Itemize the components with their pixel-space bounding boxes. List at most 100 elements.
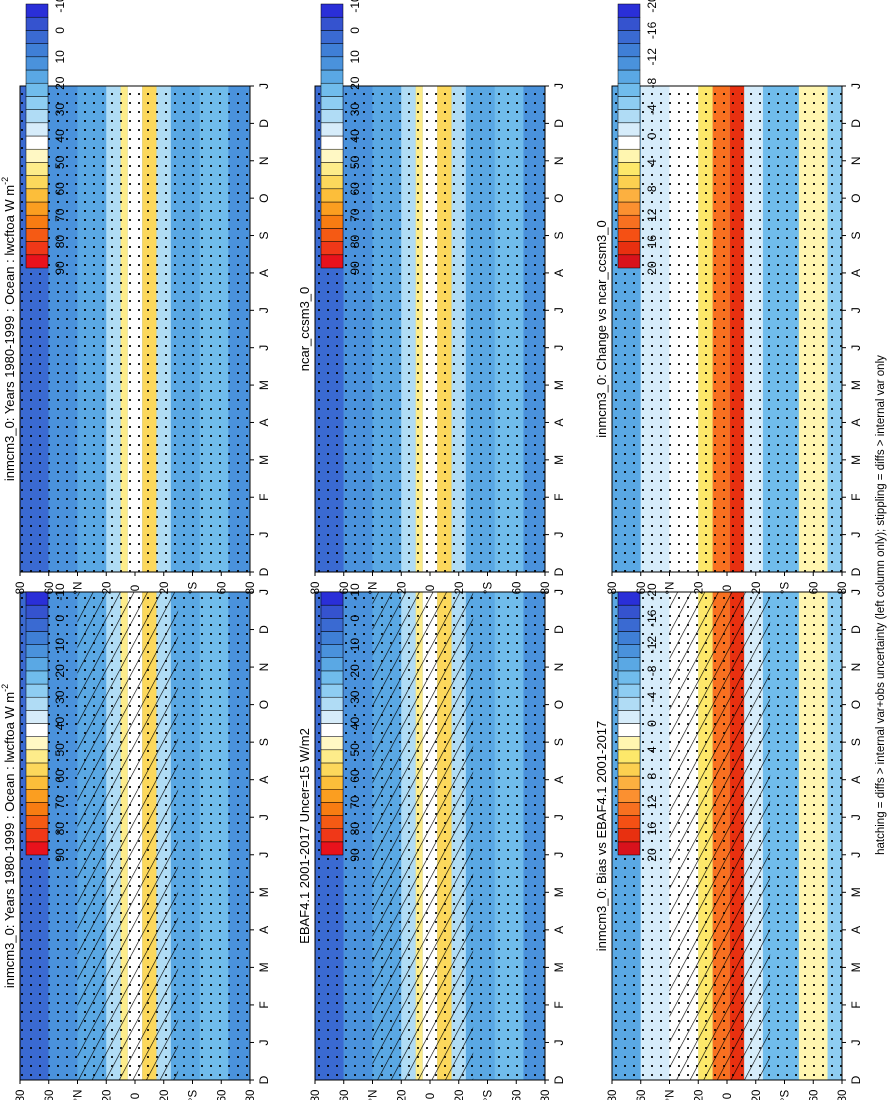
colorbar-swatch xyxy=(320,749,344,764)
colorbar-swatch xyxy=(320,175,344,190)
month-label: D xyxy=(257,625,271,634)
colorbar-swatch xyxy=(25,670,49,685)
colorbar-swatch xyxy=(320,631,344,645)
colorbar-swatch xyxy=(617,228,641,242)
month-label: M xyxy=(257,962,271,972)
colorbar-swatch xyxy=(320,30,344,44)
month-label: O xyxy=(849,193,863,202)
colorbar-label: 20 xyxy=(53,76,67,90)
colorbar-label: 16 xyxy=(645,822,659,836)
colorbar-swatch xyxy=(25,3,49,18)
stippling xyxy=(20,86,250,572)
colorbar-swatch xyxy=(617,710,641,724)
stippling xyxy=(315,86,545,572)
lat-label: 0 xyxy=(722,1093,734,1099)
colorbar-swatch xyxy=(617,201,641,216)
month-label: J xyxy=(849,83,863,89)
colorbar-swatch xyxy=(617,148,641,163)
lat-label: 20 xyxy=(454,582,466,595)
colorbar-label: 40 xyxy=(348,717,362,731)
month-label: D xyxy=(849,625,863,634)
panel-title: ncar_ccsm3_0 xyxy=(297,287,312,372)
lat-label: 20 xyxy=(396,582,408,595)
colorbar-swatch xyxy=(320,618,344,632)
colorbar-label: 10 xyxy=(53,50,67,64)
month-label: J xyxy=(849,589,863,595)
colorbar-swatch xyxy=(320,789,344,803)
colorbar-swatch xyxy=(320,188,344,203)
colorbar-swatch xyxy=(25,657,49,672)
colorbar-swatch xyxy=(320,3,344,18)
month-label: J xyxy=(849,814,863,820)
colorbar-swatch xyxy=(25,109,49,124)
month-label: J xyxy=(552,589,566,595)
colorbar-label: 50 xyxy=(53,743,67,757)
lat-label: 80 xyxy=(245,582,257,595)
month-label: J xyxy=(849,852,863,858)
colorbar-swatch xyxy=(320,723,344,737)
colorbar-label: -12 xyxy=(645,636,659,654)
month-label: A xyxy=(849,269,863,277)
month-label: J xyxy=(552,852,566,858)
lat-label: 0 xyxy=(130,585,142,591)
colorbar-label: 80 xyxy=(348,235,362,249)
colorbar-label: 30 xyxy=(53,103,67,117)
lat-label: 80 xyxy=(310,582,322,595)
colorbar-swatch xyxy=(25,841,49,856)
colorbar-swatch xyxy=(25,710,49,724)
colorbar-swatch xyxy=(617,762,641,777)
colorbar-label: -4 xyxy=(645,104,659,115)
month-label: M xyxy=(552,380,566,390)
colorbar-swatch xyxy=(320,214,344,229)
lat-label: 60 xyxy=(636,582,648,595)
month-label: J xyxy=(552,814,566,820)
colorbar-label: 20 xyxy=(53,664,67,678)
month-label: D xyxy=(552,1075,566,1084)
lat-label: °N xyxy=(73,1090,85,1100)
lat-label: 20 xyxy=(751,1090,763,1100)
colorbar-swatch xyxy=(320,604,344,619)
colorbar-label: 90 xyxy=(53,261,67,275)
month-label: A xyxy=(849,926,863,934)
colorbar-swatch xyxy=(25,828,49,843)
colorbar-label: 60 xyxy=(348,769,362,783)
colorbar-swatch xyxy=(25,16,49,31)
colorbar-swatch xyxy=(25,762,49,777)
colorbar-swatch xyxy=(320,696,344,711)
colorbar-label: 70 xyxy=(348,795,362,809)
colorbar-label: 80 xyxy=(53,822,67,836)
colorbar-swatch xyxy=(320,148,344,163)
month-label: M xyxy=(257,887,271,897)
colorbar-label: 90 xyxy=(348,261,362,275)
month-label: J xyxy=(849,345,863,351)
month-label: J xyxy=(257,83,271,89)
colorbar-label: 70 xyxy=(348,208,362,222)
lat-label: 60 xyxy=(808,1090,820,1100)
colorbar-swatch xyxy=(320,162,344,176)
month-label: J xyxy=(552,532,566,538)
colorbar-label: 70 xyxy=(53,795,67,809)
lat-label: 80 xyxy=(540,582,552,595)
lat-label: 60 xyxy=(808,582,820,595)
colorbar-label: 0 xyxy=(53,615,67,622)
colorbar-label: 30 xyxy=(348,690,362,704)
colorbar-swatch xyxy=(617,162,641,176)
month-label: S xyxy=(849,232,863,240)
colorbar-swatch xyxy=(617,604,641,619)
colorbar-swatch xyxy=(617,736,641,751)
hatching xyxy=(77,592,179,1080)
colorbar-swatch xyxy=(25,254,49,269)
lat-label: 60 xyxy=(44,1090,56,1100)
month-label: N xyxy=(257,156,271,165)
colorbar-label: 50 xyxy=(348,155,362,169)
colorbar-swatch xyxy=(320,43,344,58)
colorbar-swatch xyxy=(617,82,641,97)
month-label: A xyxy=(257,269,271,277)
colorbar-swatch xyxy=(25,56,49,71)
month-label: A xyxy=(257,926,271,934)
month-label: D xyxy=(257,1075,271,1084)
